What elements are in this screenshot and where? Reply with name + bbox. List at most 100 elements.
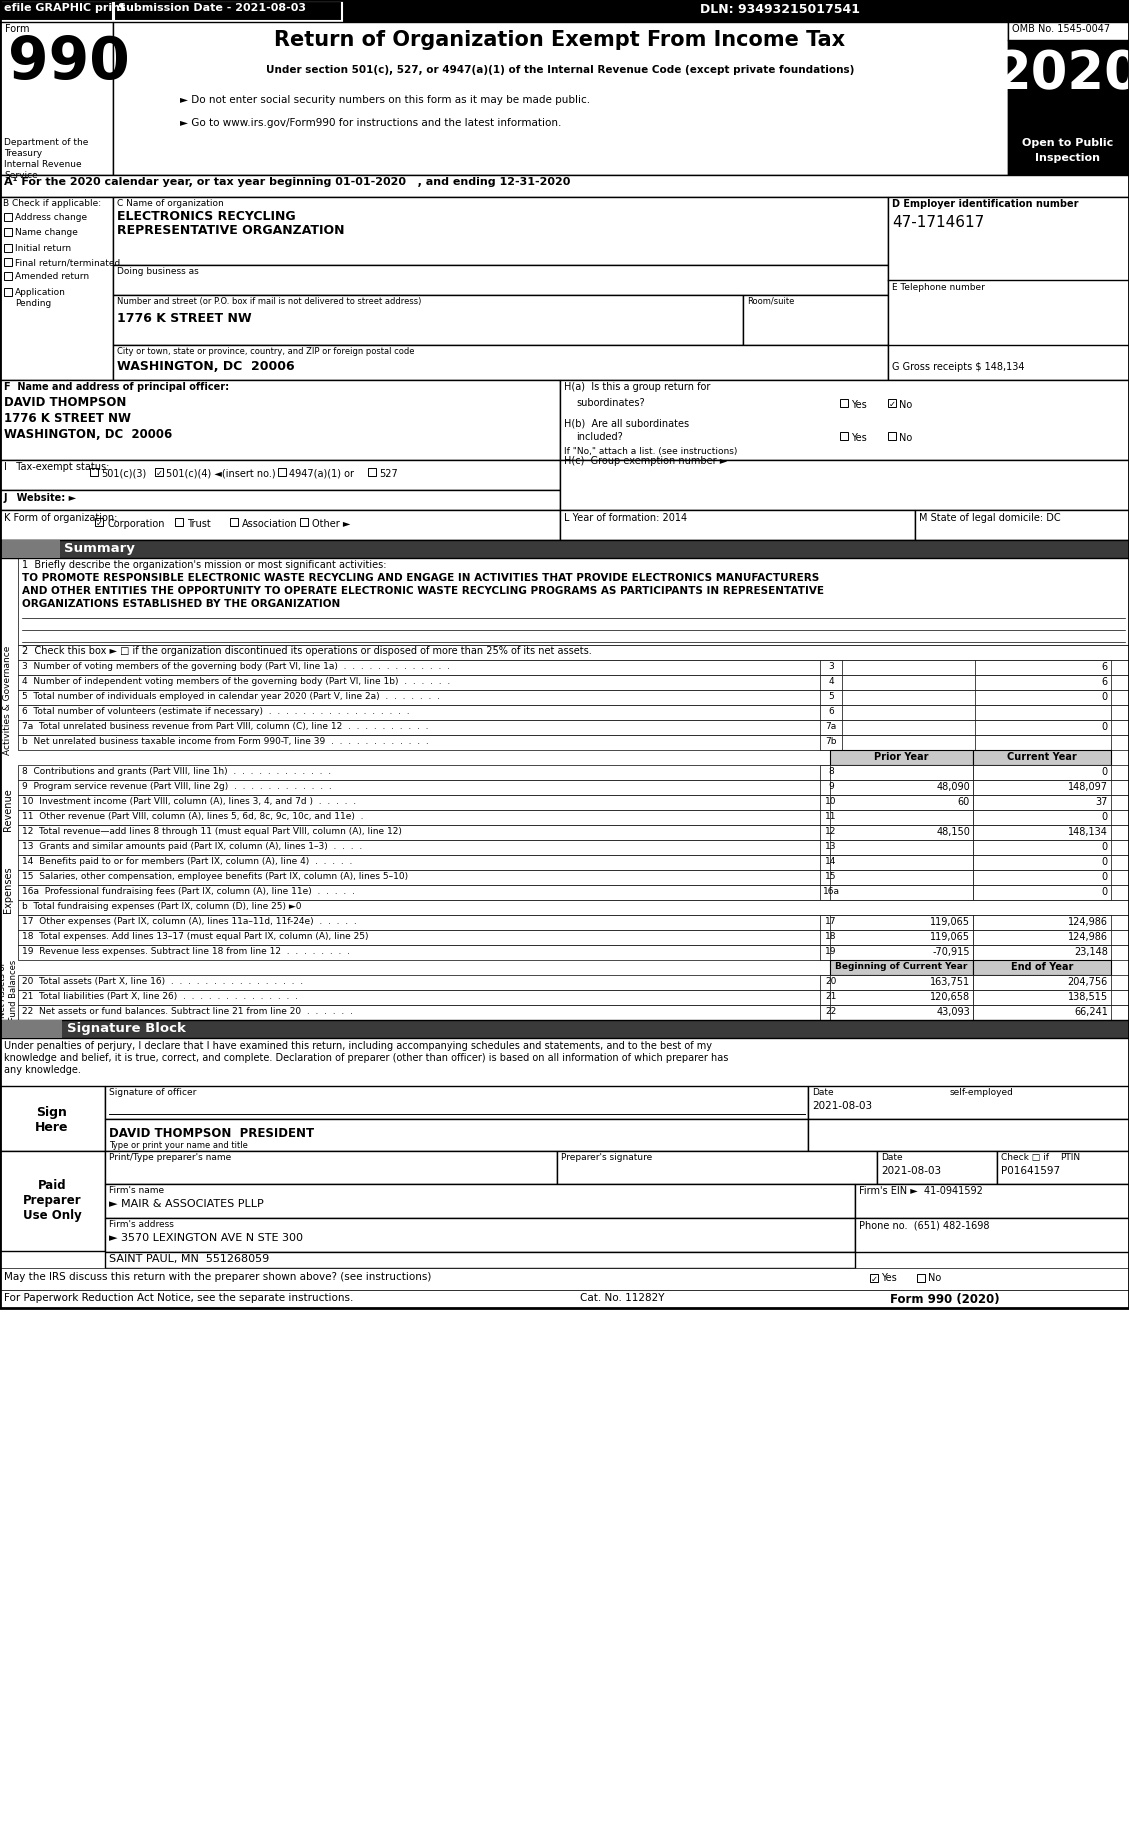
- Text: ► Go to www.irs.gov/Form990 for instructions and the latest information.: ► Go to www.irs.gov/Form990 for instruct…: [180, 119, 561, 128]
- Bar: [18, 870, 1129, 884]
- Bar: [18, 780, 1129, 795]
- Text: 47-1714617: 47-1714617: [892, 216, 984, 230]
- Bar: [830, 826, 973, 840]
- Text: WASHINGTON, DC  20006: WASHINGTON, DC 20006: [5, 428, 173, 440]
- Text: subordinates?: subordinates?: [576, 398, 645, 407]
- Text: E Telephone number: E Telephone number: [892, 283, 984, 292]
- Bar: [808, 1118, 1129, 1151]
- Bar: [18, 840, 1129, 855]
- Text: 8  Contributions and grants (Part VIII, line 1h)  .  .  .  .  .  .  .  .  .  .  : 8 Contributions and grants (Part VIII, l…: [21, 767, 331, 776]
- Text: H(c)  Group exemption number ►: H(c) Group exemption number ►: [564, 457, 727, 466]
- Text: 7a: 7a: [825, 722, 837, 731]
- Text: TO PROMOTE RESPONSIBLE ELECTRONIC WASTE RECYCLING AND ENGAGE IN ACTIVITIES THAT : TO PROMOTE RESPONSIBLE ELECTRONIC WASTE …: [21, 574, 820, 583]
- Bar: [973, 809, 1111, 826]
- Bar: [18, 795, 1129, 809]
- Text: 19: 19: [825, 946, 837, 956]
- Bar: [0, 2, 113, 20]
- Text: Initial return: Initial return: [15, 245, 71, 252]
- Bar: [820, 691, 842, 705]
- Bar: [973, 855, 1111, 870]
- Bar: [973, 840, 1111, 855]
- Text: Name change: Name change: [15, 228, 78, 238]
- Text: 17  Other expenses (Part IX, column (A), lines 11a–11d, 11f-24e)  .  .  .  .  .: 17 Other expenses (Part IX, column (A), …: [21, 917, 357, 926]
- Text: Net Assets or
Fund Balances: Net Assets or Fund Balances: [0, 959, 18, 1021]
- Text: ► Do not enter social security numbers on this form as it may be made public.: ► Do not enter social security numbers o…: [180, 95, 590, 104]
- Text: PTIN: PTIN: [1060, 1153, 1080, 1162]
- Bar: [18, 734, 1129, 751]
- Bar: [743, 294, 889, 345]
- Bar: [973, 826, 1111, 840]
- Bar: [18, 720, 1129, 734]
- Text: Revenue: Revenue: [3, 789, 14, 831]
- Text: 501(c)(3): 501(c)(3): [100, 470, 147, 479]
- Text: May the IRS discuss this return with the preparer shown above? (see instructions: May the IRS discuss this return with the…: [5, 1272, 431, 1283]
- Text: A¹ For the 2020 calendar year, or tax year beginning 01-01-2020   , and ending 1: A¹ For the 2020 calendar year, or tax ye…: [5, 177, 570, 186]
- Text: 0: 0: [1102, 811, 1108, 822]
- Bar: [830, 780, 973, 795]
- Bar: [0, 0, 1129, 1308]
- Bar: [0, 1038, 1129, 1085]
- Text: 2020: 2020: [995, 48, 1129, 100]
- Text: Internal Revenue: Internal Revenue: [5, 161, 81, 170]
- Text: Date: Date: [881, 1153, 902, 1162]
- Text: knowledge and belief, it is true, correct, and complete. Declaration of preparer: knowledge and belief, it is true, correc…: [5, 1052, 728, 1063]
- Bar: [300, 519, 308, 526]
- Bar: [830, 915, 973, 930]
- Bar: [105, 1085, 808, 1118]
- Text: 0: 0: [1102, 767, 1108, 776]
- Bar: [1008, 22, 1129, 175]
- Text: Beginning of Current Year: Beginning of Current Year: [834, 963, 968, 970]
- Text: 0: 0: [1102, 886, 1108, 897]
- Bar: [973, 945, 1111, 959]
- Text: 120,658: 120,658: [930, 992, 970, 1001]
- Text: Under section 501(c), 527, or 4947(a)(1) of the Internal Revenue Code (except pr: Under section 501(c), 527, or 4947(a)(1)…: [265, 66, 855, 75]
- Text: 119,065: 119,065: [930, 917, 970, 926]
- Text: b  Total fundraising expenses (Part IX, column (D), line 25) ►0: b Total fundraising expenses (Part IX, c…: [21, 903, 301, 912]
- Text: DAVID THOMPSON: DAVID THOMPSON: [5, 396, 126, 409]
- Text: Cat. No. 11282Y: Cat. No. 11282Y: [580, 1294, 665, 1303]
- Text: DLN: 93493215017541: DLN: 93493215017541: [700, 4, 860, 16]
- Text: Type or print your name and title: Type or print your name and title: [110, 1142, 248, 1149]
- Text: ► 3570 LEXINGTON AVE N STE 300: ► 3570 LEXINGTON AVE N STE 300: [110, 1233, 303, 1242]
- Text: Room/suite: Room/suite: [747, 298, 795, 305]
- Text: Signature of officer: Signature of officer: [110, 1089, 196, 1096]
- Text: 22: 22: [825, 1007, 837, 1016]
- Bar: [5, 289, 12, 296]
- Text: City or town, state or province, country, and ZIP or foreign postal code: City or town, state or province, country…: [117, 347, 414, 356]
- Bar: [105, 1184, 855, 1219]
- Bar: [1008, 40, 1129, 135]
- Text: Sign
Here: Sign Here: [35, 1105, 69, 1135]
- Text: 14  Benefits paid to or for members (Part IX, column (A), line 4)  .  .  .  .  .: 14 Benefits paid to or for members (Part…: [21, 857, 352, 866]
- Text: Activities & Governance: Activities & Governance: [3, 645, 12, 755]
- Bar: [18, 766, 1129, 780]
- Text: 9  Program service revenue (Part VIII, line 2g)  .  .  .  .  .  .  .  .  .  .  .: 9 Program service revenue (Part VIII, li…: [21, 782, 332, 791]
- Bar: [975, 720, 1111, 734]
- Text: B Check if applicable:: B Check if applicable:: [3, 199, 102, 208]
- Bar: [830, 870, 973, 884]
- Text: Open to Public: Open to Public: [1023, 139, 1113, 148]
- Text: 48,150: 48,150: [936, 828, 970, 837]
- Text: 48,090: 48,090: [936, 782, 970, 791]
- Bar: [0, 1151, 105, 1251]
- Bar: [2, 1019, 62, 1038]
- Text: 12: 12: [825, 828, 837, 837]
- Text: 22  Net assets or fund balances. Subtract line 21 from line 20  .  .  .  .  .  .: 22 Net assets or fund balances. Subtract…: [21, 1007, 353, 1016]
- Bar: [914, 510, 1129, 541]
- Text: 8: 8: [829, 767, 834, 776]
- Bar: [973, 884, 1111, 901]
- Bar: [5, 258, 12, 267]
- Bar: [18, 945, 1129, 959]
- Bar: [830, 990, 973, 1005]
- Text: WASHINGTON, DC  20006: WASHINGTON, DC 20006: [117, 360, 295, 373]
- Bar: [2, 541, 60, 557]
- Bar: [175, 519, 183, 526]
- Bar: [105, 1151, 557, 1184]
- Bar: [0, 22, 113, 175]
- Text: No: No: [899, 433, 912, 442]
- Text: efile GRAPHIC print: efile GRAPHIC print: [5, 4, 125, 13]
- Bar: [830, 751, 973, 766]
- Text: 15: 15: [825, 871, 837, 881]
- Bar: [830, 855, 973, 870]
- Bar: [560, 460, 1129, 510]
- Text: Form: Form: [5, 24, 29, 35]
